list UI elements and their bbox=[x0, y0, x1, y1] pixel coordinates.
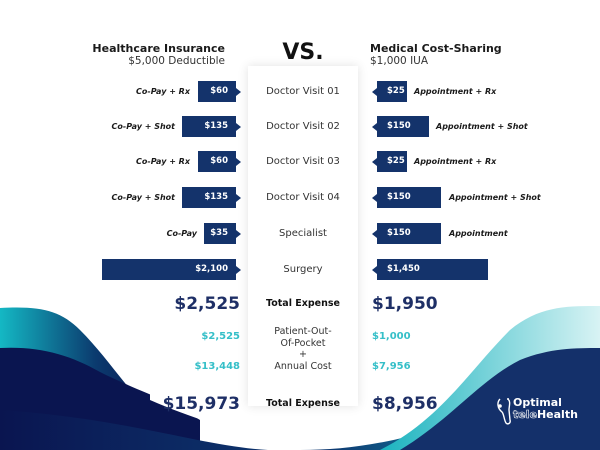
row-specialist: Co-Pay $35 Specialist $150 Appointment bbox=[0, 223, 600, 245]
insurance-note: Co-Pay bbox=[166, 229, 197, 238]
logo-text-optimal: Optimal bbox=[513, 396, 562, 409]
cost-sharing-bar: $150 bbox=[372, 187, 441, 208]
cost-sharing-note: Appointment + Shot bbox=[436, 122, 528, 131]
insurance-note: Co-Pay + Shot bbox=[111, 122, 175, 131]
cost-sharing-total-expense: $1,950 bbox=[372, 294, 438, 314]
insurance-note: Co-Pay + Rx bbox=[136, 157, 190, 166]
insurance-title: Healthcare Insurance bbox=[92, 42, 225, 55]
insurance-header: Healthcare Insurance $5,000 Deductible bbox=[92, 42, 225, 68]
plus-sign: + bbox=[299, 349, 307, 360]
insurance-annual-cost: $13,448 bbox=[194, 361, 240, 372]
cost-sharing-note: Appointment + Shot bbox=[449, 193, 541, 202]
insurance-bar: $135 bbox=[182, 187, 241, 208]
insurance-bar: $60 bbox=[198, 81, 241, 102]
cost-sharing-bar: $1,450 bbox=[372, 259, 488, 280]
insurance-bar: $35 bbox=[204, 223, 241, 244]
insurance-grand-total: $15,973 bbox=[162, 394, 240, 414]
stethoscope-icon bbox=[497, 398, 511, 425]
insurance-note: Co-Pay + Shot bbox=[111, 193, 175, 202]
cost-sharing-annual-cost: $7,956 bbox=[372, 361, 411, 372]
total-expense-label: Total Expense bbox=[266, 298, 340, 309]
row-doctor-visit-02: Co-Pay + Shot $135 Doctor Visit 02 $150 … bbox=[0, 116, 600, 138]
center-label-panel bbox=[248, 66, 358, 406]
cost-sharing-note: Appointment + Rx bbox=[414, 87, 497, 96]
insurance-note: Co-Pay + Rx bbox=[136, 87, 190, 96]
oop-label-line2: Of-Pocket bbox=[280, 337, 326, 349]
cost-sharing-title: Medical Cost-Sharing bbox=[370, 42, 502, 55]
cost-sharing-bar: $150 bbox=[372, 223, 441, 244]
logo-text-health: Health bbox=[536, 408, 578, 421]
oop-annual-label: Patient-Out- Of-Pocket + Annual Cost bbox=[248, 326, 358, 372]
cost-sharing-subtitle: $1,000 IUA bbox=[370, 55, 429, 67]
cost-sharing-bar: $150 bbox=[372, 116, 429, 137]
row-label: Doctor Visit 03 bbox=[266, 156, 340, 167]
row-label: Doctor Visit 01 bbox=[266, 86, 340, 97]
annual-cost-label: Annual Cost bbox=[274, 360, 332, 372]
insurance-subtitle: $5,000 Deductible bbox=[128, 55, 225, 67]
cost-sharing-note: Appointment + Rx bbox=[414, 157, 497, 166]
insurance-bar: $60 bbox=[198, 151, 241, 172]
row-doctor-visit-04: Co-Pay + Shot $135 Doctor Visit 04 $150 … bbox=[0, 187, 600, 209]
logo-text-telehealth: teleHealth bbox=[513, 408, 578, 422]
row-surgery: $2,100 Surgery $1,450 bbox=[0, 259, 600, 281]
row-label: Doctor Visit 02 bbox=[266, 121, 340, 132]
insurance-bar: $135 bbox=[182, 116, 241, 137]
row-label: Specialist bbox=[279, 228, 327, 239]
insurance-total-expense: $2,525 bbox=[174, 294, 240, 314]
insurance-out-of-pocket: $2,525 bbox=[201, 331, 240, 342]
cost-sharing-bar: $25 bbox=[372, 151, 407, 172]
vs-label: VS. bbox=[282, 40, 324, 65]
cost-sharing-header: Medical Cost-Sharing $1,000 IUA bbox=[370, 42, 502, 68]
cost-sharing-grand-total: $8,956 bbox=[372, 394, 438, 414]
cost-sharing-out-of-pocket: $1,000 bbox=[372, 331, 411, 342]
grand-total-label: Total Expense bbox=[266, 398, 340, 409]
row-label: Surgery bbox=[283, 264, 323, 275]
row-label: Doctor Visit 04 bbox=[266, 192, 340, 203]
logo-text-tele: tele bbox=[513, 408, 538, 422]
optimal-telehealth-logo: Optimal teleHealth bbox=[496, 394, 596, 428]
row-doctor-visit-01: Co-Pay + Rx $60 Doctor Visit 01 $25 Appo… bbox=[0, 81, 600, 103]
row-doctor-visit-03: Co-Pay + Rx $60 Doctor Visit 03 $25 Appo… bbox=[0, 151, 600, 173]
oop-label-line1: Patient-Out- bbox=[274, 326, 332, 337]
insurance-bar: $2,100 bbox=[102, 259, 241, 280]
cost-sharing-bar: $25 bbox=[372, 81, 407, 102]
cost-sharing-note: Appointment bbox=[449, 229, 508, 238]
